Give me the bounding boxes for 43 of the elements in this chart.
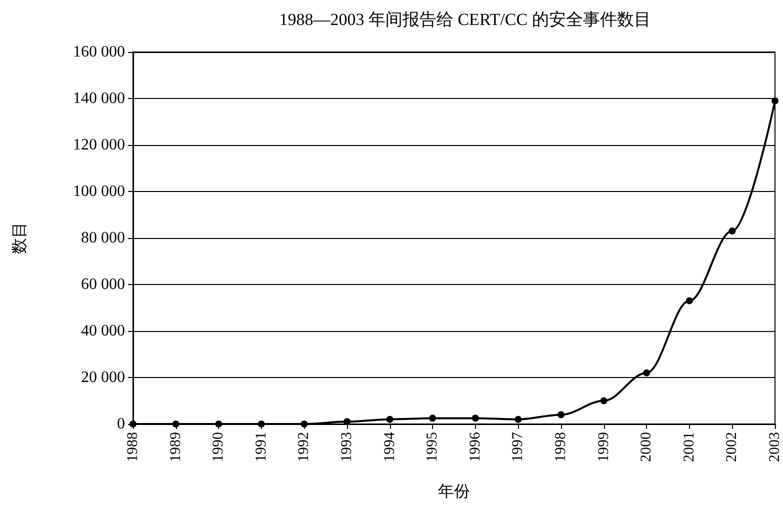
x-axis-title: 年份 [438,484,470,500]
x-tick-label: 1997 [510,432,526,462]
point [558,411,564,418]
x-tick-label: 1989 [168,432,184,462]
x-tick-label: 1998 [553,432,569,462]
point [686,297,693,304]
y-tick-label: 0 [117,416,125,432]
y-tick-label: 100 000 [73,183,125,200]
x-tick-label: 1990 [210,432,227,462]
y-tick-label: 160 000 [73,44,125,60]
point [344,418,350,426]
x-tick-label: 1996 [467,432,484,462]
point [514,416,522,423]
point [600,397,608,404]
point [772,97,778,104]
x-tick-label: 2000 [638,432,655,462]
point [429,414,436,422]
x-tick-label: 1991 [253,432,270,462]
point [300,420,308,428]
x-tick-label: 1999 [596,432,612,462]
point [258,420,265,428]
point [386,416,394,423]
y-axis-title: 数目 [12,222,28,254]
chart-title: 1988—2003 年间报告给 CERT/CC 的安全事件数目 [279,10,651,29]
point [472,414,479,422]
x-tick-label: 2001 [681,432,698,462]
x-tick-label: 1988 [125,432,141,462]
y-tick-label: 40 000 [81,322,125,340]
x-tick-label: 2002 [724,432,740,462]
y-tick-label: 60 000 [81,276,125,293]
y-tick-label: 20 000 [81,369,125,386]
x-tick-label: 1993 [339,432,355,462]
point [643,369,650,376]
x-tick-label: 1992 [296,432,312,462]
point [728,228,736,235]
x-tick-label: 1994 [382,432,398,462]
y-tick-label: 140 000 [73,90,125,107]
y-tick-label: 120 000 [73,136,125,154]
x-tick-label: 2003 [767,432,783,462]
point [215,420,222,428]
x-tick-label: 1995 [424,432,441,462]
y-tick-label: 80 000 [81,230,125,246]
point [172,420,180,428]
